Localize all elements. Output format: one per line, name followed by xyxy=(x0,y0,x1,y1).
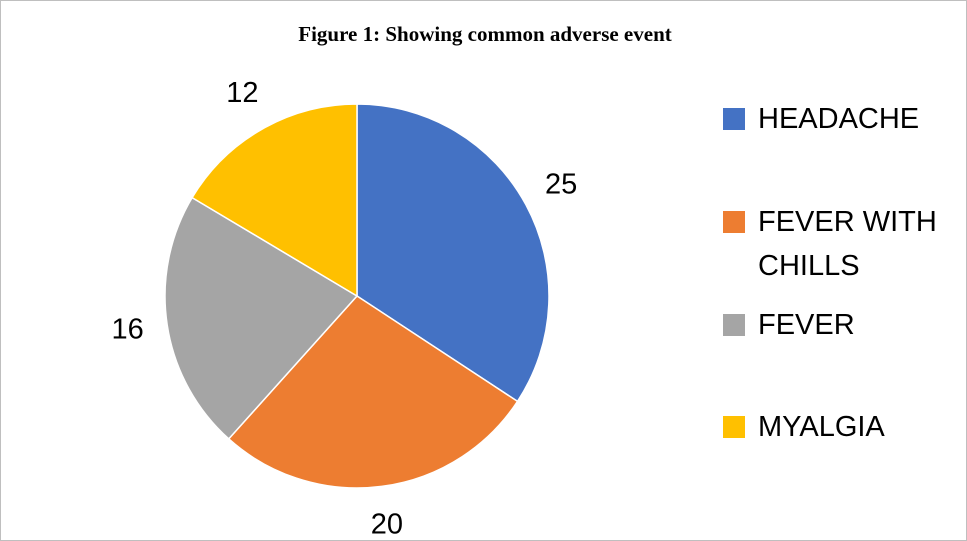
legend-item: HEADACHE xyxy=(723,101,958,141)
legend-label: HEADACHE xyxy=(758,103,920,135)
legend-swatch xyxy=(723,211,745,233)
legend-swatch xyxy=(723,314,745,336)
legend-item: FEVER WITH CHILLS xyxy=(723,204,958,288)
pie-slice xyxy=(191,103,358,298)
legend-label: MYALGIA xyxy=(758,411,885,443)
legend-label: FEVER WITH CHILLS xyxy=(758,206,937,282)
data-label: 25 xyxy=(545,168,577,200)
legend-item: FEVER xyxy=(723,307,958,347)
pie-slice xyxy=(227,295,519,489)
legend-swatch xyxy=(723,416,745,438)
legend-item: MYALGIA xyxy=(723,409,958,449)
data-label: 20 xyxy=(371,509,403,540)
chart-title: Figure 1: Showing common adverse event xyxy=(298,22,672,46)
legend-label: FEVER xyxy=(758,309,855,341)
data-label: 12 xyxy=(226,77,258,109)
data-label: 16 xyxy=(111,313,143,345)
legend-swatch xyxy=(723,108,745,130)
pie-slice xyxy=(164,196,359,440)
